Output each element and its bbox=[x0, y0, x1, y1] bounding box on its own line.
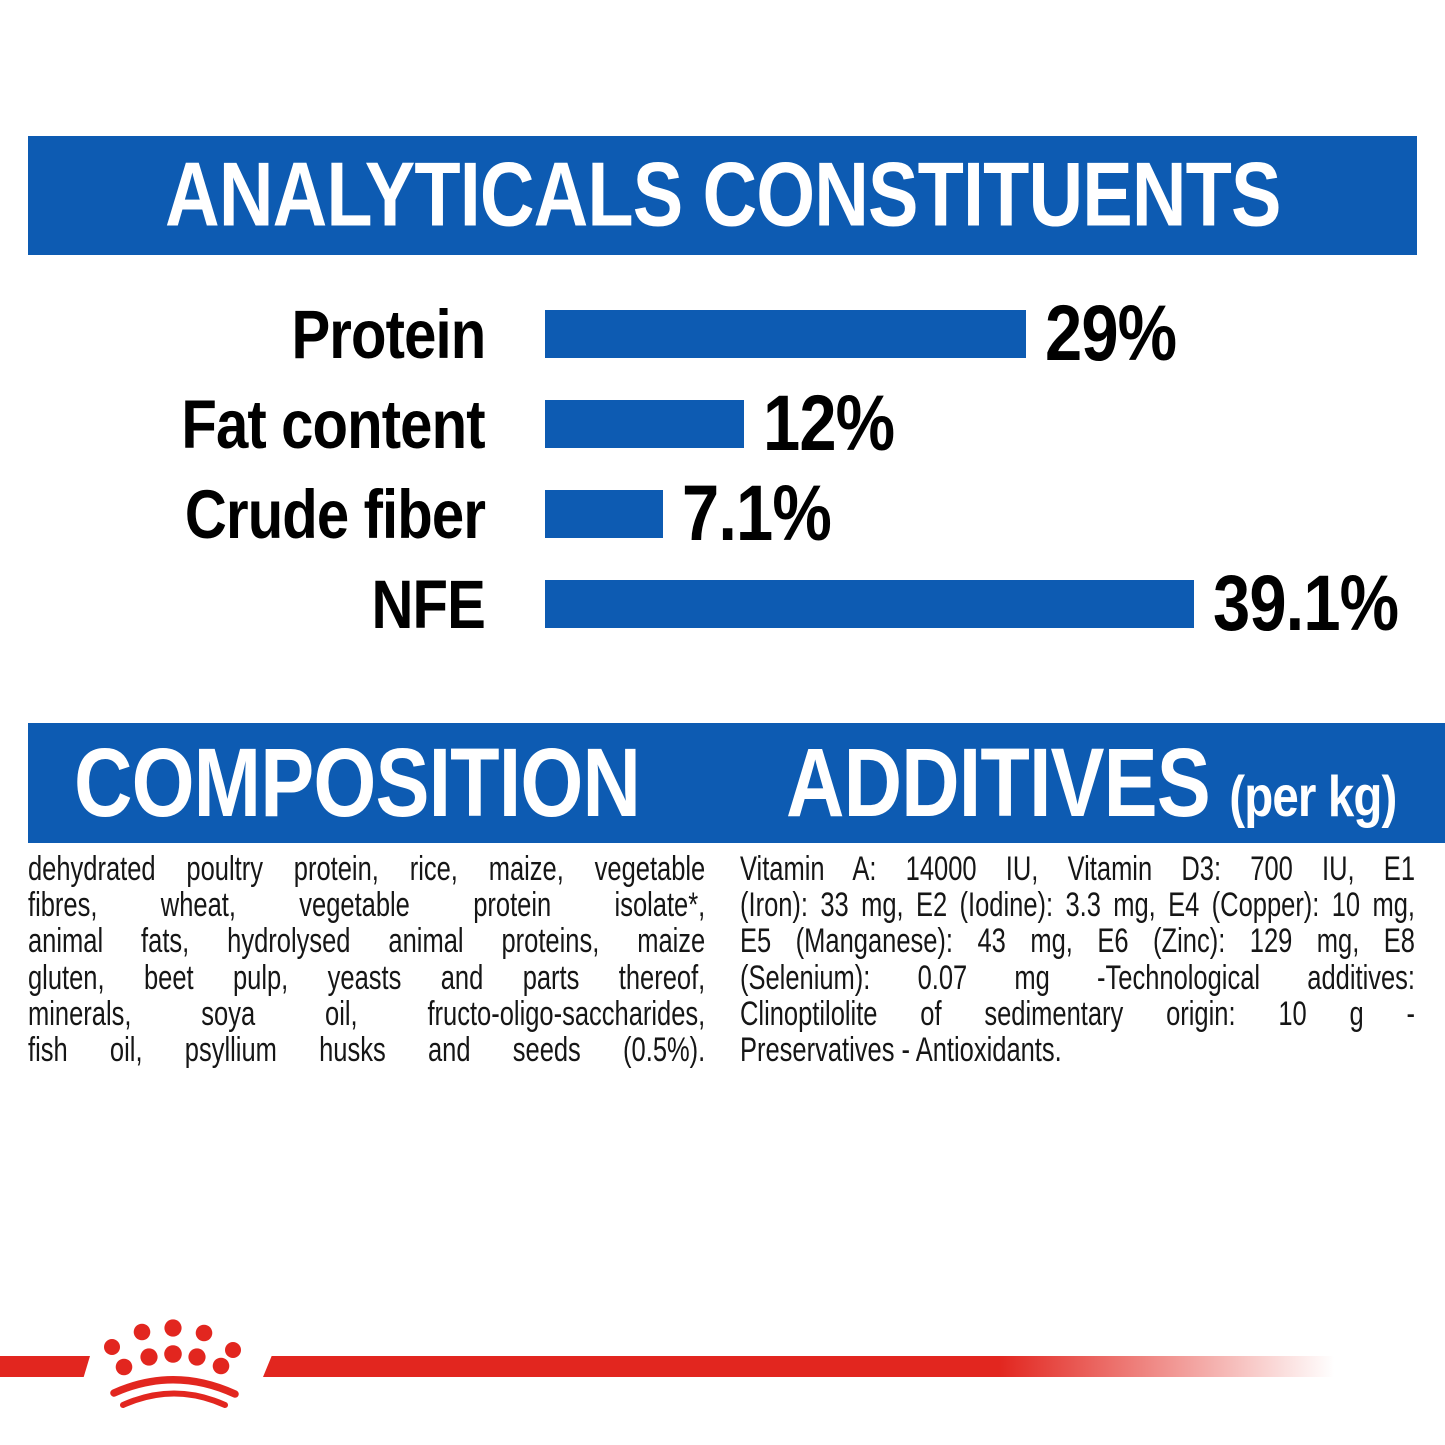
bar-value-fat-content: 12% bbox=[763, 379, 895, 468]
composition-heading: COMPOSITION bbox=[74, 728, 641, 837]
bar-protein bbox=[545, 310, 1026, 358]
additives-text: Vitamin A: 14000 IU, Vitamin D3: 700 IU,… bbox=[740, 851, 1415, 1068]
text-line: gluten, beet pulp, yeasts and parts ther… bbox=[28, 958, 706, 997]
additives-heading-suffix: (per kg) bbox=[1229, 764, 1397, 829]
text-line: Clinoptilolite of sedimentary origin: 10… bbox=[740, 994, 1415, 1033]
bar-crude-fiber bbox=[545, 490, 663, 538]
bar-nfe bbox=[545, 580, 1194, 628]
royal-canin-crown-icon bbox=[104, 1319, 241, 1408]
bar-value-nfe: 39.1% bbox=[1213, 559, 1399, 648]
bar-fat-content bbox=[545, 400, 744, 448]
text-line: E5 (Manganese): 43 mg, E6 (Zinc): 129 mg… bbox=[740, 922, 1415, 961]
additives-heading: ADDITIVES bbox=[786, 728, 1211, 837]
composition-text: dehydrated poultry protein, rice, maize,… bbox=[28, 851, 705, 1068]
text-line: fibres, wheat, vegetable protein isolate… bbox=[28, 886, 706, 925]
bar-value-crude-fiber: 7.1% bbox=[682, 469, 832, 558]
text-line: (Iron): 33 mg, E2 (Iodine): 3.3 mg, E4 (… bbox=[740, 886, 1415, 925]
additives-heading-group: ADDITIVES (per kg) bbox=[786, 727, 1397, 838]
footer-stripe-left bbox=[0, 1356, 90, 1377]
bar-label-protein: Protein bbox=[291, 295, 486, 373]
text-line: animal fats, hydrolysed animal proteins,… bbox=[28, 922, 706, 961]
text-line: (Selenium): 0.07 mg -Technological addit… bbox=[740, 958, 1415, 997]
text-line: dehydrated poultry protein, rice, maize,… bbox=[28, 850, 706, 888]
composition-banner: COMPOSITION bbox=[28, 723, 751, 843]
footer-stripe-right bbox=[263, 1356, 1345, 1377]
bar-value-protein: 29% bbox=[1045, 289, 1177, 378]
text-line: fish oil, psyllium husks and seeds (0.5%… bbox=[28, 1031, 706, 1070]
additives-banner: ADDITIVES (per kg) bbox=[740, 723, 1445, 843]
analyticals-banner-title: ANALYTICALS CONSTITUENTS bbox=[164, 144, 1281, 246]
bar-label-fat-content: Fat content bbox=[181, 385, 486, 463]
bar-label-nfe: NFE bbox=[371, 565, 485, 643]
bar-label-crude-fiber: Crude fiber bbox=[184, 475, 486, 553]
text-line: Vitamin A: 14000 IU, Vitamin D3: 700 IU,… bbox=[740, 850, 1415, 888]
text-line: minerals, soya oil, fructo-oligo-sacchar… bbox=[28, 994, 706, 1033]
analytical-constituents-chart: Protein 29% Fat content 12% Crude fiber 7.1% N… bbox=[0, 0, 1445, 700]
analyticals-banner: ANALYTICALS CONSTITUENTS bbox=[28, 136, 1417, 255]
text-line: Preservatives - Antioxidants. bbox=[740, 1031, 1062, 1070]
